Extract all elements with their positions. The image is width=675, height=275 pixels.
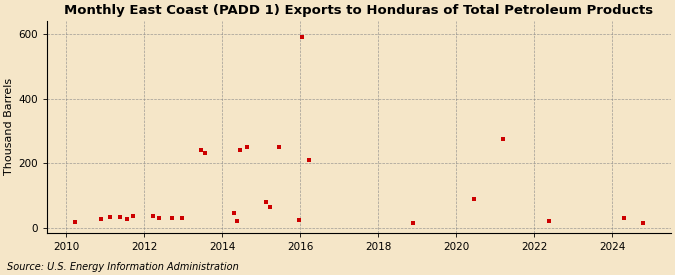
Point — [261, 200, 272, 204]
Point — [232, 219, 242, 224]
Point — [274, 145, 285, 149]
Y-axis label: Thousand Barrels: Thousand Barrels — [4, 78, 14, 175]
Point — [543, 218, 554, 223]
Point — [228, 211, 239, 215]
Point — [296, 35, 307, 39]
Point — [128, 214, 138, 219]
Point — [147, 214, 158, 218]
Point — [303, 158, 314, 162]
Point — [498, 137, 509, 141]
Point — [199, 151, 210, 156]
Point — [154, 216, 165, 220]
Point — [235, 148, 246, 152]
Point — [70, 220, 80, 224]
Point — [196, 148, 207, 152]
Point — [105, 215, 115, 219]
Point — [294, 218, 304, 222]
Point — [638, 221, 649, 225]
Point — [95, 217, 106, 222]
Text: Source: U.S. Energy Information Administration: Source: U.S. Energy Information Administ… — [7, 262, 238, 272]
Point — [407, 221, 418, 225]
Point — [618, 216, 629, 220]
Point — [115, 215, 126, 219]
Point — [167, 216, 178, 220]
Point — [176, 216, 187, 220]
Title: Monthly East Coast (PADD 1) Exports to Honduras of Total Petroleum Products: Monthly East Coast (PADD 1) Exports to H… — [64, 4, 653, 17]
Point — [264, 205, 275, 209]
Point — [469, 196, 480, 201]
Point — [242, 145, 252, 149]
Point — [122, 216, 132, 221]
